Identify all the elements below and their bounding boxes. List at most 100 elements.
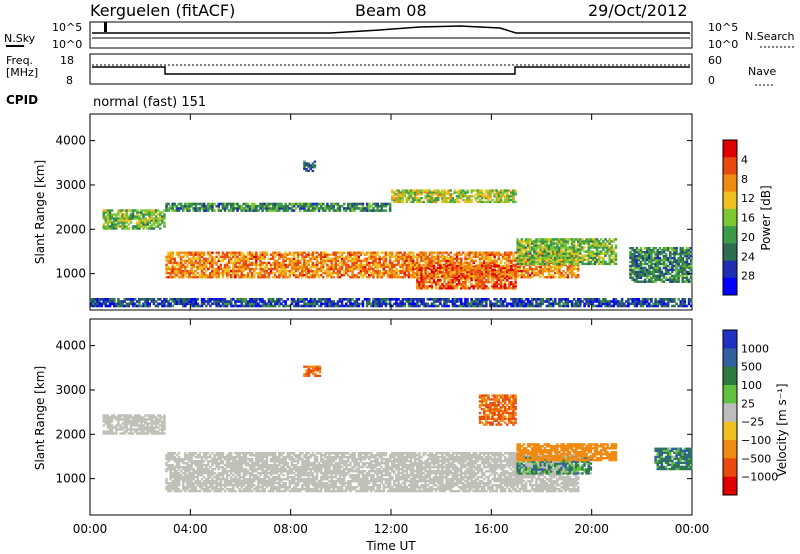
range-cell [422,277,425,280]
range-cell [361,300,365,303]
range-cell [457,300,461,303]
range-cell [654,247,657,250]
range-cell [497,191,501,194]
range-cell [506,197,509,200]
range-cell [664,268,668,272]
range-cell [228,202,231,206]
range-cell [637,280,641,283]
range-cell [125,209,128,212]
range-cell [324,300,327,303]
range-cell [113,221,116,224]
range-cell [196,253,200,256]
range-cell [432,191,436,194]
range-cell [489,251,492,254]
range-cell [560,248,563,251]
range-cell [265,304,269,308]
range-cell [493,264,496,268]
range-cell [271,298,275,301]
range-cell [660,249,664,252]
range-cell [221,202,225,206]
range-cell [543,252,547,255]
range-cell [660,258,664,262]
range-cell [539,240,542,243]
range-cell [355,253,358,256]
range-cell [480,302,484,306]
range-cell [432,268,436,272]
range-cell [558,238,561,241]
range-cell [422,285,425,288]
range-cell [526,267,530,271]
range-cell [439,285,442,288]
range-cell [238,269,241,273]
range-cell [516,302,519,306]
range-cell [94,300,97,303]
range-cell [424,281,427,284]
range-cell [280,265,283,269]
range-cell [215,302,218,306]
range-cell [148,225,151,228]
range-cell [422,263,425,267]
range-cell [574,250,578,253]
range-cell [549,304,553,308]
range-cell [186,302,189,306]
range-cell [125,215,128,218]
range-cell [322,265,325,269]
range-cell [443,304,446,308]
range-cell [330,261,333,265]
range-cell [125,211,128,214]
range-cell [184,269,187,273]
range-cell [175,263,179,267]
range-cell [460,197,463,200]
range-cell [489,253,492,256]
range-cell [106,300,110,303]
range-cell [457,266,461,270]
range-cell [568,252,572,255]
range-cell [104,300,108,303]
range-cell [516,246,519,249]
range-cell [510,259,513,263]
range-cell [654,251,657,254]
range-cell [188,269,191,273]
range-cell [447,298,450,301]
range-cell [466,274,469,278]
range-cell [418,283,421,286]
range-cell [301,251,304,254]
range-cell [349,207,352,210]
range-cell [562,252,565,255]
range-cell [604,242,607,245]
range-cell [572,298,576,301]
range-cell [478,253,482,256]
range-cell [409,259,413,263]
range-cell [666,278,670,281]
range-cell [284,271,287,275]
range-cell [520,271,524,275]
range-cell [351,298,354,301]
range-cell [388,209,392,212]
range-cell [650,252,653,256]
range-cell [215,269,218,273]
range-cell [501,279,505,282]
range-cell [681,268,684,272]
range-cell [303,269,306,273]
range-cell [455,298,459,301]
range-cell [531,254,534,257]
range-cell [98,302,101,306]
range-cell [633,270,636,274]
range-cell [476,287,480,290]
range-cell [282,259,285,263]
range-cell [499,300,503,303]
range-cell [560,276,563,279]
range-cell [251,271,254,275]
range-cell [637,262,641,266]
range-cell [685,247,689,250]
range-cell [391,261,394,265]
range-cell [202,253,206,256]
range-cell [666,249,670,252]
range-cell [219,267,223,271]
range-cell [259,204,262,208]
range-cell [595,238,599,241]
range-cell [378,263,381,267]
range-cell [597,246,601,249]
range-cell [508,287,511,290]
range-cell [121,223,124,226]
